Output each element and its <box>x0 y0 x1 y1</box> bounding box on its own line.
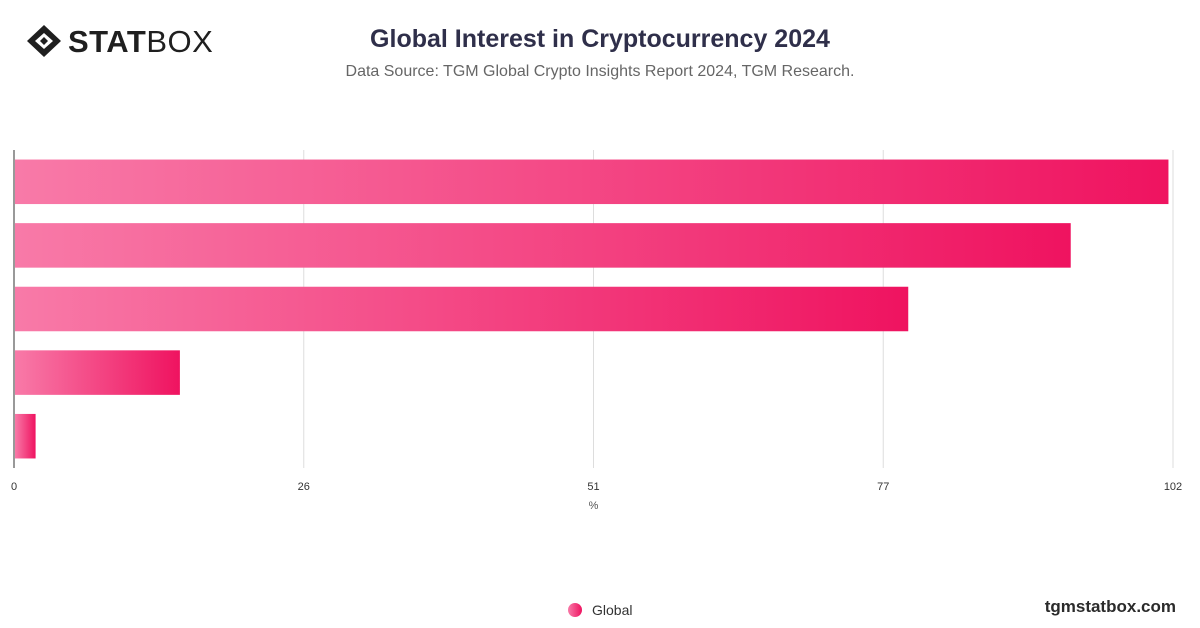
x-axis-label: % <box>589 500 599 512</box>
chart-subtitle: Data Source: TGM Global Crypto Insights … <box>345 63 855 80</box>
logo-text-light: BOX <box>146 23 214 59</box>
bar-2[interactable] <box>15 223 1071 268</box>
site-url: tgmstatbox.com <box>1044 597 1176 616</box>
statbox-diamond-icon <box>27 25 61 57</box>
x-tick-label: 0 <box>11 481 17 493</box>
bar-4[interactable] <box>15 350 180 395</box>
legend[interactable]: Global <box>568 602 632 618</box>
legend-marker <box>568 603 582 617</box>
logo-text: STATBOX <box>68 26 213 57</box>
statbox-logo: STATBOX <box>26 24 213 58</box>
x-tick-label: 26 <box>298 481 310 493</box>
x-tick-label: 77 <box>877 481 889 493</box>
bar-1[interactable] <box>15 159 1169 205</box>
chart-title: Global Interest in Cryptocurrency 2024 <box>370 25 830 53</box>
x-tick-label: 102 <box>1164 481 1182 493</box>
bar-3[interactable] <box>15 286 909 332</box>
logo-text-bold: STAT <box>68 23 147 59</box>
bar-5[interactable] <box>15 413 36 459</box>
legend-label: Global <box>592 602 633 618</box>
x-tick-label: 51 <box>587 481 599 493</box>
